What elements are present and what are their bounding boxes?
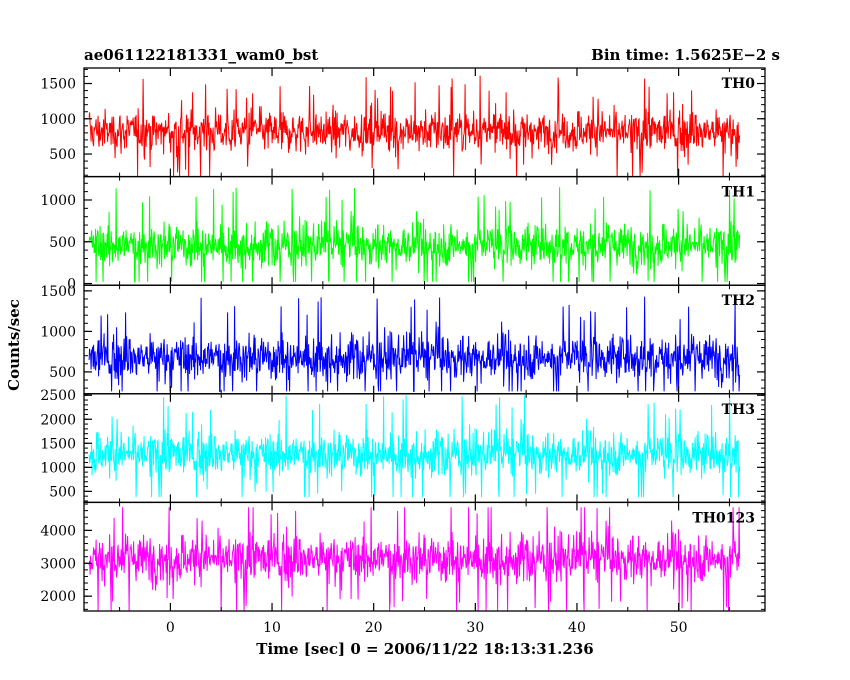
panel-label-th0: TH0 [722,76,756,92]
x-tick-label: 40 [568,620,586,636]
panel-th0123: 2000 3000 4000 TH0123 [40,501,766,612]
chart-title-right: Bin time: 1.5625E−2 s [591,46,780,64]
series-trace-th3 [88,395,741,498]
y-tick-label: 500 [49,484,76,500]
y-tick-label: 1000 [40,112,76,128]
y-tick-label: 2500 [40,388,76,404]
y-tick-label: 4000 [40,523,76,539]
series-trace-th0 [88,75,741,177]
panel-label-th2: TH2 [722,293,755,309]
series-trace-th0123 [88,507,741,612]
series-trace-th2 [88,296,741,392]
y-tick-label: 1000 [40,460,76,476]
panel-frame [83,284,766,395]
panel-label-th1: TH1 [722,185,755,201]
y-tick-label: 500 [49,147,76,163]
y-tick-label: 500 [49,365,76,381]
x-tick-label: 10 [263,620,281,636]
y-tick-label: 3000 [40,556,76,572]
x-axis: 0 10 20 30 40 50 [166,620,688,636]
x-tick-label: 30 [466,620,484,636]
y-tick-label: 0 [67,277,76,293]
panel-th0: 500 1000 1500 TH0 [40,67,766,178]
panel-label-th0123: TH0123 [692,510,755,526]
y-tick-label: 1000 [40,324,76,340]
y-tick-label: 1500 [40,284,76,300]
y-tick-label: 1500 [40,77,76,93]
y-tick-label: 1000 [40,193,76,209]
panel-label-th3: TH3 [722,402,755,418]
y-tick-label: 1500 [40,436,76,452]
x-axis-label: Time [sec] 0 = 2006/11/22 18:13:31.236 [256,640,593,658]
chart-title-left: ae061122181331_wam0_bst [84,46,318,64]
x-tick-label: 0 [166,620,175,636]
y-tick-label: 500 [49,235,76,251]
series-trace-th1 [88,187,741,283]
y-tick-label: 2000 [40,412,76,428]
y-tick-label: 2000 [40,589,76,605]
panel-th1: 0 500 1000 TH1 [40,175,766,293]
y-axis-label: Counts/sec [5,299,23,391]
panel-th2: 500 1000 1500 TH2 [40,284,766,395]
panel-th3: 500 1000 1500 2000 2500 TH3 [40,388,766,504]
x-tick-label: 20 [365,620,383,636]
x-tick-label: 50 [670,620,688,636]
